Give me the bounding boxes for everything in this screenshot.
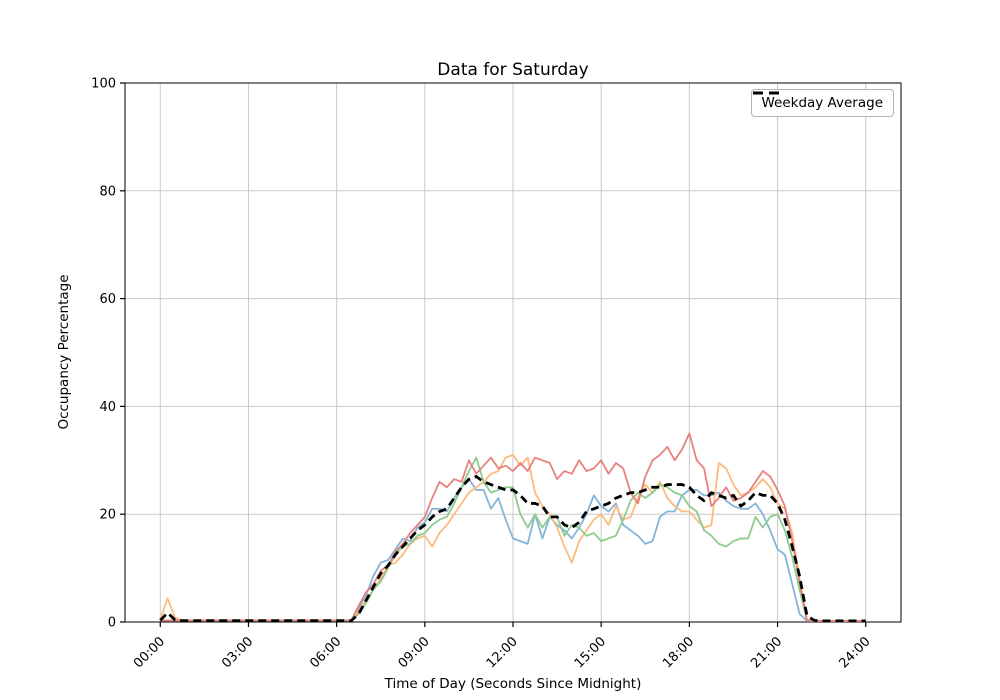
y-tick-label: 80 (99, 184, 116, 199)
x-tick-label: 18:00 (660, 634, 697, 671)
x-tick-label: 03:00 (219, 634, 256, 671)
y-axis-label: Occupancy Percentage (56, 274, 72, 430)
x-tick-label: 24:00 (836, 634, 873, 671)
legend: Weekday Average (751, 89, 894, 117)
chart-title: Data for Saturday (437, 60, 589, 80)
series-group (159, 432, 866, 622)
x-tick-label: 00:00 (131, 634, 168, 671)
x-axis-label: Time of Day (Seconds Since Midnight) (384, 676, 642, 692)
y-tick-label: 0 (108, 616, 116, 631)
y-tick-label: 40 (99, 400, 116, 415)
x-tick-label: 09:00 (396, 634, 433, 671)
y-tick-label: 100 (91, 77, 116, 92)
ticks: 00:00 03:00 06:00 09:00 12:00 15:00 18:00 21:00… (91, 77, 873, 672)
x-tick-label: 06:00 (307, 634, 344, 671)
grid (125, 82, 901, 623)
x-tick-label: 21:00 (748, 634, 785, 671)
x-tick-label: 15:00 (572, 634, 609, 671)
dashed-line-swatch (753, 91, 780, 95)
legend-label: Weekday Average (761, 95, 883, 111)
y-tick-label: 20 (99, 508, 116, 523)
x-tick-label: 12:00 (484, 634, 521, 671)
y-tick-label: 60 (99, 292, 116, 307)
weekday-average-line (159, 475, 866, 622)
